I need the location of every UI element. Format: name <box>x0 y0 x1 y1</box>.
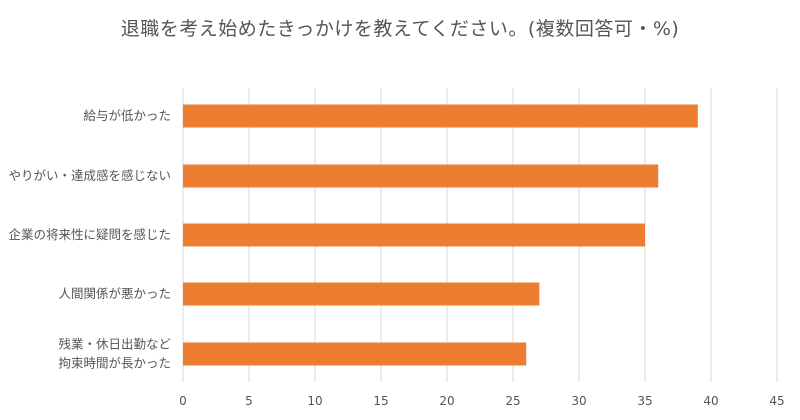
x-tick-label: 45 <box>769 394 784 408</box>
bar <box>183 282 540 306</box>
bar <box>183 104 698 128</box>
category-label: やりがい・達成感を感じない <box>8 168 171 183</box>
category-label: 残業・休日出勤など <box>58 337 171 352</box>
chart-title: 退職を考え始めたきっかけを教えてください。(複数回答可・%) <box>120 18 680 40</box>
bar <box>183 342 527 366</box>
bar <box>183 223 645 247</box>
bar <box>183 164 659 188</box>
category-label: 人間関係が悪かった <box>58 286 171 301</box>
x-tick-label: 0 <box>179 394 187 408</box>
x-tick-label: 5 <box>245 394 253 408</box>
x-tick-label: 20 <box>439 394 454 408</box>
x-tick-label: 35 <box>637 394 652 408</box>
category-label: 企業の将来性に疑問を感じた <box>8 227 171 242</box>
category-label: 拘束時間が長かった <box>58 356 171 371</box>
x-tick-label: 40 <box>703 394 718 408</box>
category-label: 給与が低かった <box>83 108 171 123</box>
x-tick-label: 15 <box>373 394 388 408</box>
x-tick-label: 10 <box>307 394 322 408</box>
x-tick-label: 25 <box>505 394 520 408</box>
x-tick-label: 30 <box>571 394 586 408</box>
